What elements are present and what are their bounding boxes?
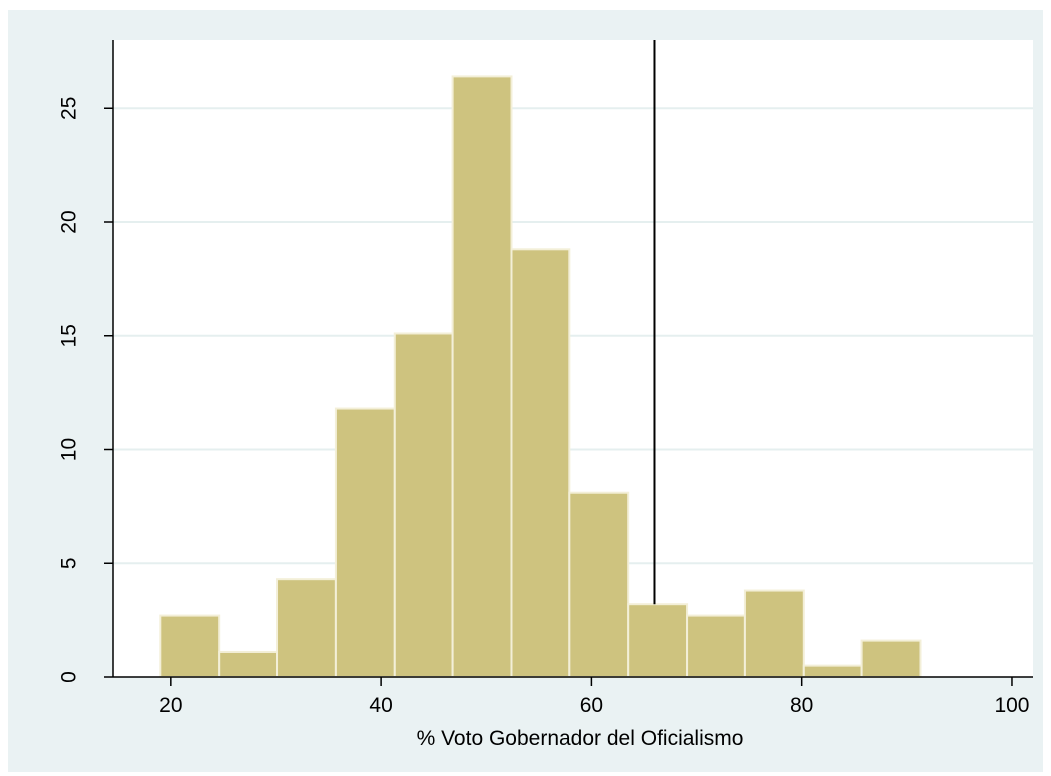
histogram-bar: [686, 614, 746, 679]
histogram-bar: [218, 650, 279, 678]
histogram-bar: [276, 578, 337, 678]
histogram-bar: [159, 614, 221, 679]
x-axis-label: % Voto Gobernador del Oficialismo: [417, 727, 744, 750]
axes: [104, 40, 1033, 686]
y-tick-label: 10: [58, 438, 81, 461]
y-tick-label: 0: [58, 671, 81, 683]
histogram-bar: [568, 491, 630, 678]
histogram-bar: [451, 75, 513, 678]
histogram-bar: [860, 639, 922, 678]
x-tick-label: 60: [580, 694, 603, 717]
histogram-bar: [393, 332, 454, 678]
x-tick-label: 80: [790, 694, 813, 717]
histogram-bar: [334, 407, 396, 678]
x-tick-label: 20: [159, 694, 182, 717]
y-tick-label: 15: [58, 324, 81, 347]
y-tick-label: 20: [58, 210, 81, 233]
histogram-bars: [159, 75, 922, 679]
y-tick-label: 25: [58, 97, 81, 120]
x-tick-label: 100: [994, 694, 1029, 717]
tick-labels: 20 40 60 80 100 0 5 10 15 20 25: [58, 97, 1030, 717]
y-tick-label: 5: [58, 557, 81, 569]
histogram-bar: [627, 603, 689, 679]
x-tick-label: 40: [369, 694, 392, 717]
histogram-bar: [510, 248, 571, 679]
histogram-bar: [802, 664, 863, 678]
histogram-bar: [743, 589, 805, 678]
